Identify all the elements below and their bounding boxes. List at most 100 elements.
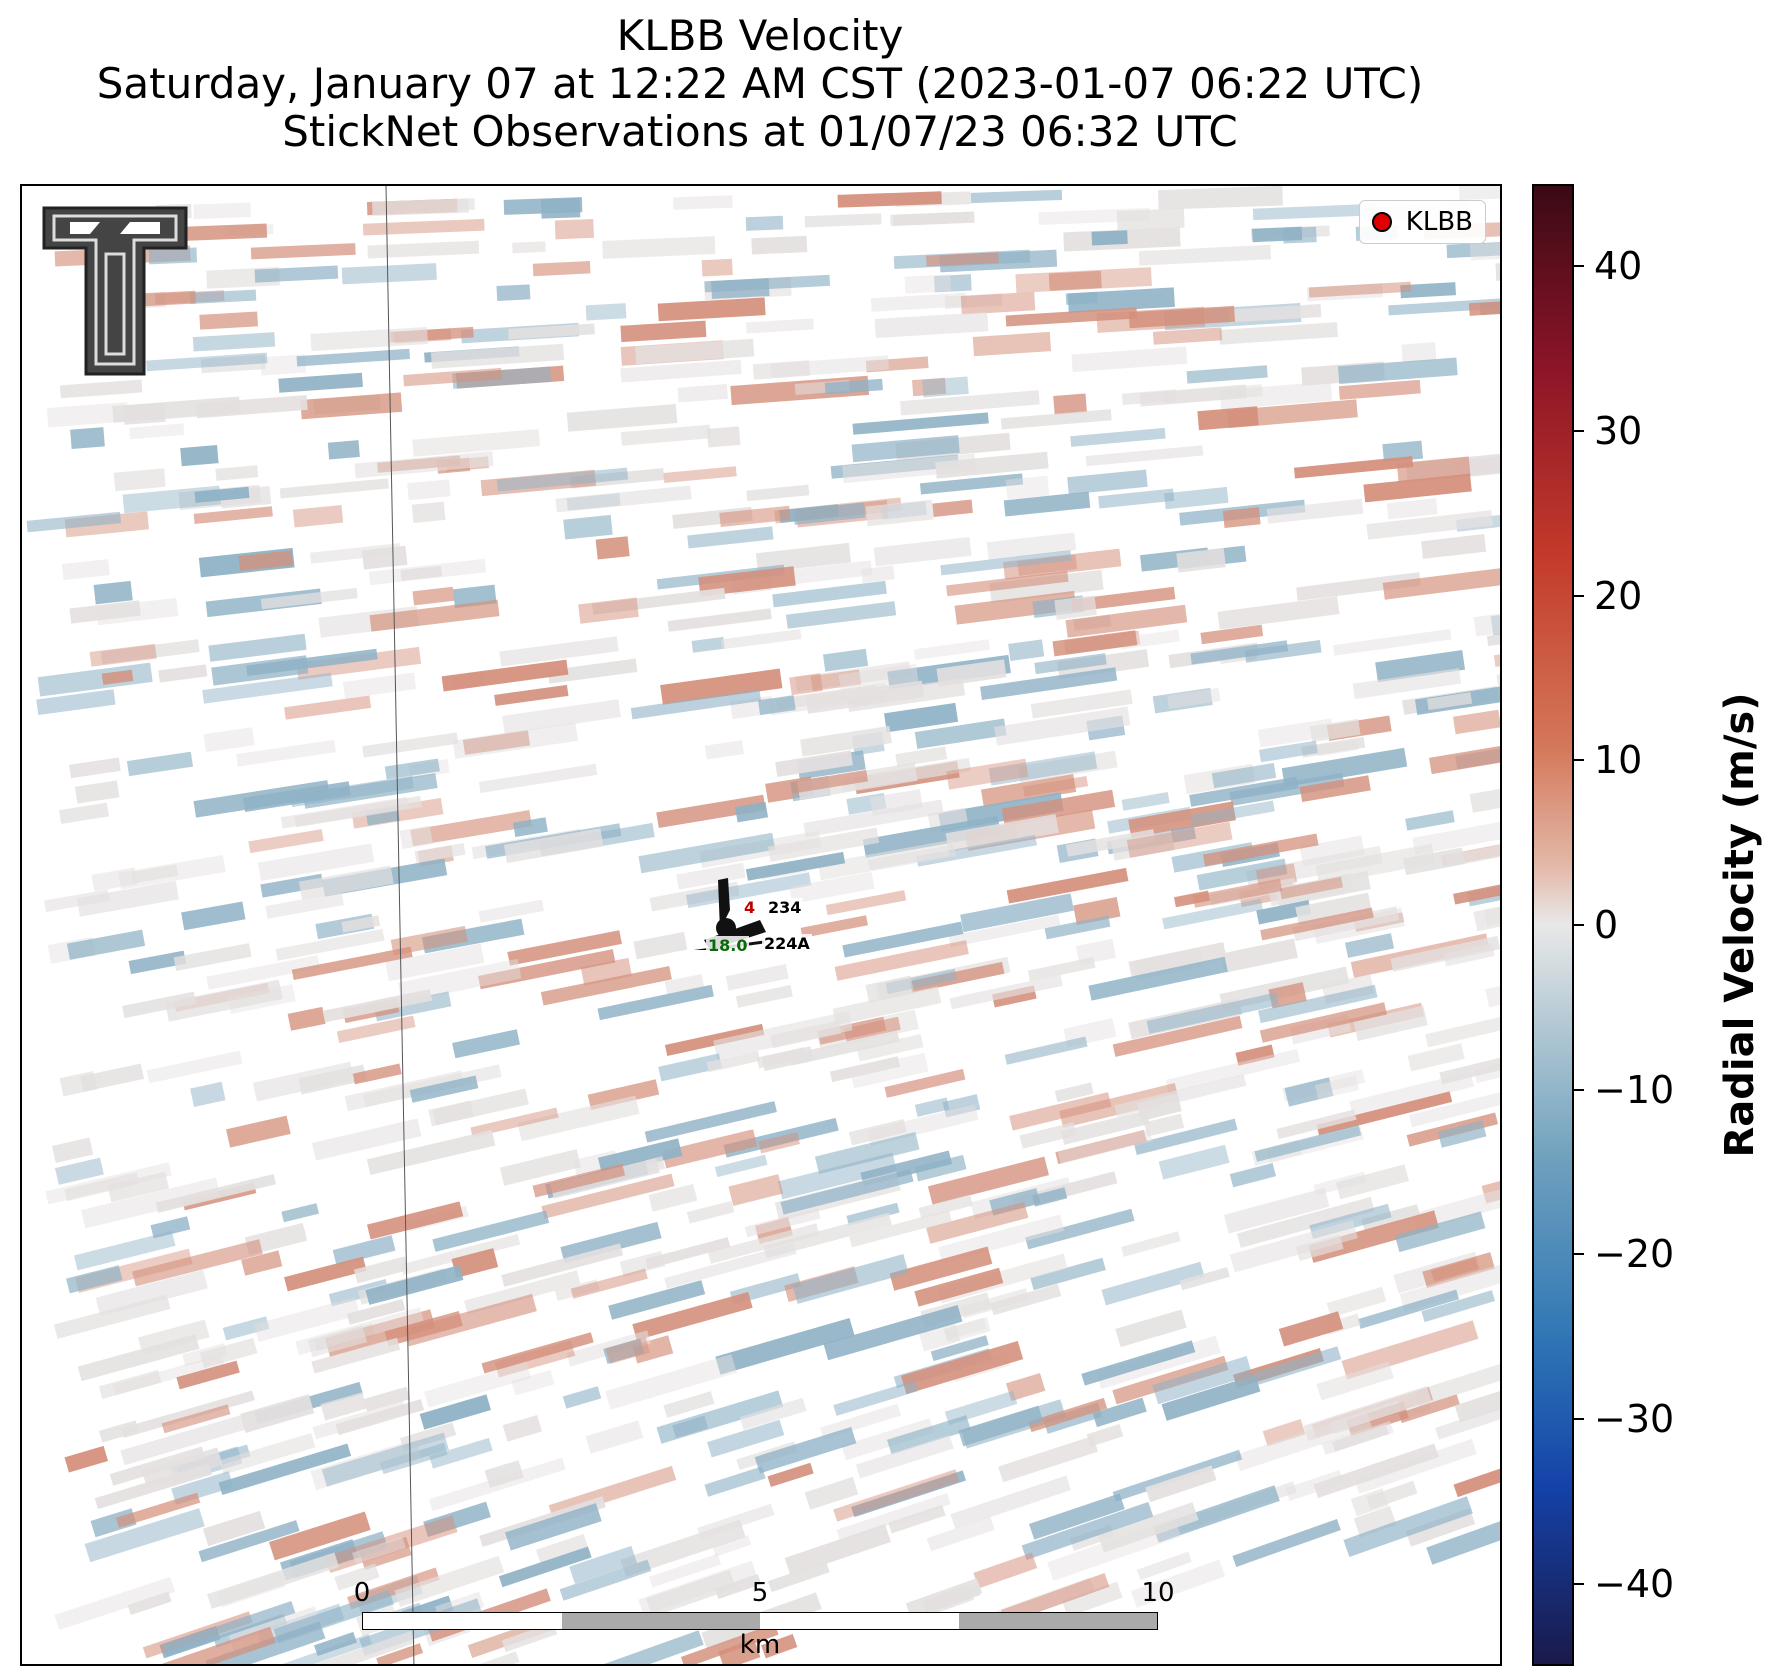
velocity-gate	[346, 1298, 406, 1325]
velocity-gate	[603, 1338, 645, 1364]
velocity-gate	[569, 1545, 638, 1584]
scale-tick-0: 0	[353, 1578, 371, 1608]
scale-tick-5: 5	[751, 1578, 769, 1608]
velocity-gate	[409, 1075, 479, 1103]
velocity-gate	[1128, 942, 1227, 978]
velocity-gate	[512, 241, 546, 254]
velocity-gate	[484, 1460, 524, 1489]
velocity-gate	[504, 1503, 602, 1551]
velocity-gate	[291, 946, 413, 981]
velocity-gate	[707, 1419, 785, 1458]
velocity-gate	[1167, 687, 1221, 709]
velocity-gate	[1313, 907, 1405, 944]
velocity-gate	[949, 974, 1063, 1010]
velocity-gate	[207, 1552, 340, 1609]
velocity-gate	[238, 550, 294, 571]
station-234-id: 234	[766, 898, 804, 917]
velocity-gate	[502, 1414, 542, 1442]
velocity-gate	[767, 1462, 814, 1487]
velocity-gate	[789, 673, 823, 696]
velocity-gate	[735, 984, 793, 1008]
velocity-gate	[307, 1325, 367, 1358]
scale-bar	[362, 1612, 1158, 1630]
velocity-gate	[676, 862, 746, 890]
velocity-gate	[44, 889, 110, 913]
velocity-gate	[547, 658, 638, 684]
velocity-gate	[1222, 507, 1261, 529]
velocity-gate	[1412, 1180, 1500, 1231]
velocity-gate	[284, 695, 372, 720]
velocity-gate	[950, 1475, 1072, 1529]
velocity-gate	[517, 1095, 640, 1142]
velocity-gate	[914, 1267, 1004, 1307]
velocity-gate	[836, 1492, 951, 1542]
velocity-gate	[856, 1034, 924, 1062]
velocity-gate	[718, 1638, 761, 1664]
velocity-gate	[938, 1214, 1065, 1264]
velocity-gate	[202, 1510, 266, 1547]
velocity-gate	[1088, 956, 1228, 1001]
velocity-gate	[1097, 1502, 1199, 1553]
velocity-gate	[241, 1250, 283, 1276]
velocity-gate	[685, 872, 812, 909]
velocity-gate	[664, 973, 705, 995]
radar-map[interactable]: KLBB	[20, 184, 1502, 1666]
velocity-gate	[704, 1466, 766, 1497]
velocity-gate	[660, 668, 783, 705]
velocity-gate	[1382, 440, 1424, 463]
velocity-gate	[761, 1633, 798, 1659]
velocity-gate	[944, 1316, 991, 1344]
velocity-gate	[336, 1015, 416, 1044]
velocity-gate	[503, 197, 583, 215]
velocity-gate	[595, 536, 630, 560]
station-224a-id: 224A	[762, 934, 812, 953]
velocity-gate	[66, 929, 146, 960]
velocity-gate	[1161, 1374, 1261, 1421]
velocity-gate	[1000, 409, 1112, 430]
velocity-gate	[1189, 776, 1299, 807]
colorbar-tick-label: 0	[1594, 903, 1619, 947]
velocity-gate	[767, 827, 880, 862]
figure-title: KLBB Velocity Saturday, January 07 at 12…	[0, 12, 1520, 156]
velocity-gate	[597, 984, 714, 1021]
velocity-gate	[712, 1535, 752, 1557]
velocity-gate	[1388, 297, 1500, 316]
velocity-gate	[1065, 604, 1188, 638]
velocity-gate	[940, 550, 1072, 576]
velocity-gate	[54, 1576, 175, 1630]
colorbar-tick	[1574, 265, 1584, 268]
velocity-gate	[192, 332, 276, 352]
velocity-gate	[605, 1354, 737, 1410]
velocity-gate	[1452, 709, 1500, 735]
velocity-gate	[51, 1137, 94, 1164]
velocity-gate	[176, 1360, 240, 1390]
velocity-gate	[496, 467, 629, 492]
velocity-gate	[292, 504, 344, 528]
velocity-gate	[411, 501, 446, 524]
velocity-gate	[162, 1601, 296, 1657]
velocity-gate	[1052, 630, 1138, 657]
velocity-gate	[344, 1070, 465, 1112]
scale-tick-10: 10	[1141, 1578, 1175, 1608]
velocity-gate	[1190, 800, 1275, 826]
velocity-gate	[635, 338, 755, 365]
velocity-gate	[1022, 775, 1089, 797]
velocity-gate	[113, 468, 166, 492]
velocity-gate	[585, 303, 627, 321]
velocity-gate	[1426, 1501, 1500, 1565]
velocity-gate	[648, 1183, 698, 1212]
velocity-gate	[657, 297, 766, 322]
velocity-gate	[1134, 1118, 1238, 1156]
velocity-gate	[432, 1210, 550, 1252]
velocity-gate	[1009, 1092, 1112, 1131]
county-boundary-line	[385, 186, 415, 1664]
velocity-gate	[341, 263, 437, 285]
colorbar-title: Radial Velocity (m/s)	[1717, 692, 1763, 1158]
velocity-gate	[632, 1291, 753, 1341]
velocity-gate	[1044, 915, 1111, 940]
velocity-gate	[800, 915, 868, 938]
colorbar-tick	[1574, 430, 1584, 432]
velocity-gate	[989, 569, 1104, 604]
velocity-gate	[404, 1293, 537, 1347]
velocity-gate	[1485, 974, 1500, 1008]
